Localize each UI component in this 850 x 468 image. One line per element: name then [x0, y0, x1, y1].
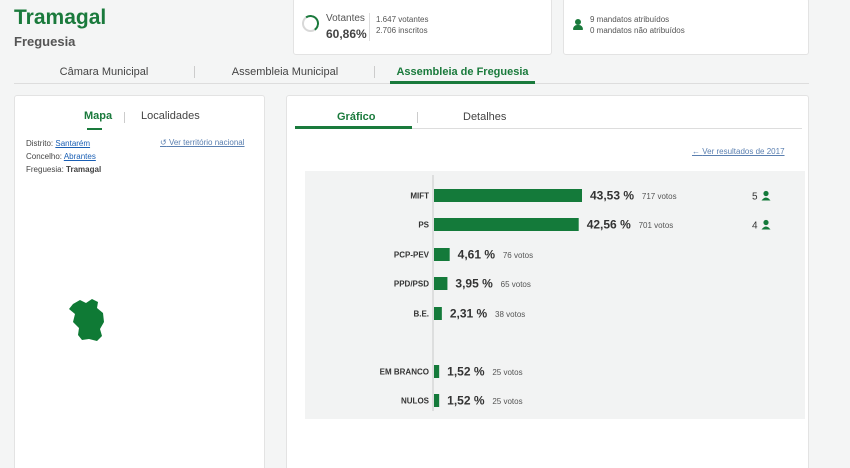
percent-label: 3,95 %	[455, 277, 493, 291]
votes-label: 25 votos	[492, 397, 522, 406]
turnout-ring-icon	[302, 15, 319, 32]
percent-label: 4,61 %	[458, 248, 496, 262]
ver-resultados-2017-link[interactable]: ← Ver resultados de 2017	[692, 147, 785, 156]
tab-separator	[374, 66, 375, 78]
percent-label: 1,52 %	[447, 365, 485, 379]
result-bar[interactable]	[434, 189, 583, 202]
parish-map-shape[interactable]	[67, 298, 107, 342]
party-label: EM BRANCO	[380, 368, 429, 377]
seats-count: 4	[752, 221, 758, 232]
votes-label: 701 votos	[639, 221, 674, 230]
distrito-label: Distrito:	[26, 139, 54, 148]
result-bar[interactable]	[434, 218, 579, 231]
votantes-count: 1.647 votantes	[376, 15, 429, 24]
party-label: PCP-PEV	[394, 251, 430, 260]
tab-separator	[194, 66, 195, 78]
ver-territorio-nacional-link[interactable]: ↺ Ver território nacional	[160, 138, 245, 147]
votantes-label: Votantes	[326, 13, 365, 24]
parish-subtitle: Freguesia	[14, 34, 76, 49]
active-tab-indicator	[390, 81, 535, 84]
votantes-card: Votantes 60,86% 1.647 votantes 2.706 ins…	[293, 0, 552, 55]
concelho-link[interactable]: Abrantes	[63, 152, 96, 161]
mandatos-nao-atribuidos: 0 mandatos não atribuídos	[590, 26, 685, 35]
party-label: MIFT	[410, 192, 429, 201]
percent-label: 42,56 %	[587, 218, 631, 232]
tab-assembleia-freguesia[interactable]: Assembleia de Freguesia	[396, 66, 529, 78]
ver-territorio-nacional-label: Ver território nacional	[168, 138, 245, 147]
result-bar[interactable]	[434, 248, 450, 261]
mandatos-card: 9 mandatos atribuídos 0 mandatos não atr…	[563, 0, 809, 55]
concelho-row: Concelho: Abrantes	[26, 152, 96, 161]
tab-localidades[interactable]: Localidades	[141, 110, 200, 122]
party-label: PS	[418, 221, 429, 230]
result-bar[interactable]	[434, 394, 440, 407]
distrito-row: Distrito: Santarém	[26, 139, 90, 148]
chart-tabs-baseline	[295, 128, 802, 129]
undo-icon: ↺	[160, 138, 167, 147]
votantes-divider	[369, 13, 370, 41]
party-label: PPD/PSD	[394, 280, 429, 289]
tab-grafico[interactable]: Gráfico	[337, 111, 376, 123]
distrito-link[interactable]: Santarém	[55, 139, 91, 148]
votes-label: 38 votos	[495, 310, 525, 319]
seats-count: 5	[752, 192, 758, 203]
turnout-ring-fill	[300, 13, 321, 34]
person-icon	[573, 19, 583, 30]
freguesia-label: Freguesia:	[26, 165, 64, 174]
percent-label: 2,31 %	[450, 307, 488, 321]
votes-label: 25 votos	[492, 368, 522, 377]
result-bar[interactable]	[434, 307, 442, 320]
tab-detalhes[interactable]: Detalhes	[463, 111, 507, 123]
chart-tab-separator	[417, 112, 418, 123]
freguesia-value: Tramagal	[66, 165, 102, 174]
results-bar-chart: MIFT 43,53 % 717 votos 5 PS 42,56 % 701 votos 4…	[305, 171, 805, 419]
concelho-label: Concelho:	[26, 152, 63, 161]
map-tab-separator	[124, 112, 125, 123]
votes-label: 76 votos	[503, 251, 533, 260]
chart-tab-indicator	[295, 126, 412, 129]
map-tab-indicator	[87, 128, 102, 130]
tab-mapa[interactable]: Mapa	[84, 110, 113, 122]
tab-assembleia-municipal[interactable]: Assembleia Municipal	[231, 66, 339, 78]
percent-label: 43,53 %	[590, 189, 634, 203]
party-label: B.E.	[413, 310, 429, 319]
result-bar[interactable]	[434, 277, 448, 290]
arrow-left-icon: ←	[692, 147, 700, 156]
votantes-percent: 60,86%	[326, 27, 367, 41]
inscritos-count: 2.706 inscritos	[376, 26, 428, 35]
map-card: Mapa Localidades Distrito: Santarém Conc…	[14, 95, 265, 468]
mandatos-atribuidos: 9 mandatos atribuídos	[590, 15, 670, 24]
bar-chart-svg: MIFT 43,53 % 717 votos 5 PS 42,56 % 701 votos 4…	[380, 175, 771, 411]
tab-camara-municipal[interactable]: Câmara Municipal	[59, 66, 149, 78]
results-card: Gráfico Detalhes ← Ver resultados de 201…	[286, 95, 809, 468]
seat-person-icon	[761, 219, 771, 230]
seat-person-icon	[761, 190, 771, 201]
votes-label: 65 votos	[501, 280, 531, 289]
freguesia-row: Freguesia: Tramagal	[26, 165, 101, 174]
percent-label: 1,52 %	[447, 394, 485, 408]
ver-resultados-2017-label: Ver resultados de 2017	[702, 147, 785, 156]
parish-title: Tramagal	[14, 6, 107, 29]
votes-label: 717 votos	[642, 192, 677, 201]
result-bar[interactable]	[434, 365, 440, 378]
party-label: NULOS	[401, 397, 430, 406]
